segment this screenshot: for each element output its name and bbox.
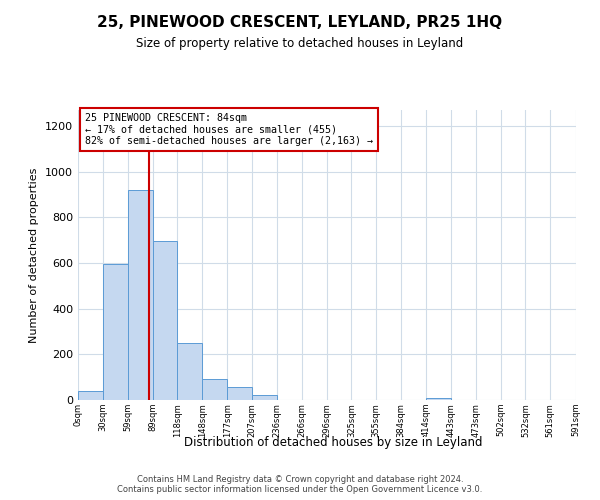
Bar — [78, 391, 103, 400]
Bar — [426, 398, 451, 400]
Bar — [152, 242, 178, 400]
Text: Contains HM Land Registry data © Crown copyright and database right 2024.: Contains HM Land Registry data © Crown c… — [137, 476, 463, 484]
Text: Distribution of detached houses by size in Leyland: Distribution of detached houses by size … — [184, 436, 482, 449]
Bar — [178, 343, 202, 400]
Y-axis label: Number of detached properties: Number of detached properties — [29, 168, 40, 342]
Bar — [227, 388, 252, 400]
Bar — [128, 190, 152, 400]
Bar — [103, 264, 128, 400]
Text: 25, PINEWOOD CRESCENT, LEYLAND, PR25 1HQ: 25, PINEWOOD CRESCENT, LEYLAND, PR25 1HQ — [97, 15, 503, 30]
Bar — [252, 396, 277, 400]
Bar — [202, 380, 227, 400]
Text: Size of property relative to detached houses in Leyland: Size of property relative to detached ho… — [136, 38, 464, 51]
Text: Contains public sector information licensed under the Open Government Licence v3: Contains public sector information licen… — [118, 486, 482, 494]
Text: 25 PINEWOOD CRESCENT: 84sqm
← 17% of detached houses are smaller (455)
82% of se: 25 PINEWOOD CRESCENT: 84sqm ← 17% of det… — [85, 113, 373, 146]
